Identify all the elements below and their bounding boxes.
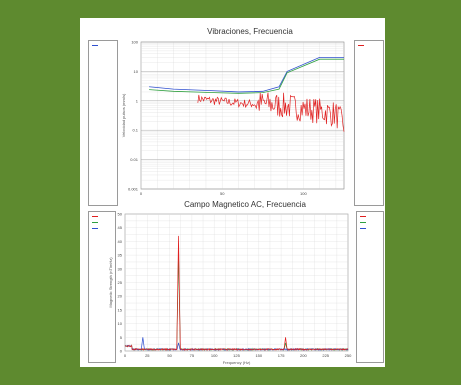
bottom-y-tick-label: 5 xyxy=(120,335,123,340)
bottom-x-axis-label: Frequency (Hz) xyxy=(223,360,251,365)
bottom-right-legend-box xyxy=(356,211,384,363)
legend-swatch-blue xyxy=(360,228,366,229)
top-x-tick-label: 0 xyxy=(140,191,143,196)
top-left-legend-box xyxy=(88,40,118,206)
bottom-y-tick-label: 50 xyxy=(118,212,123,217)
top-series-red-line xyxy=(197,92,345,132)
top-y-tick-label: 0.001 xyxy=(128,187,139,192)
top-y-tick-label: 1 xyxy=(136,98,139,103)
top-x-tick-label: 100 xyxy=(300,191,307,196)
legend-swatch-red xyxy=(358,45,364,46)
top-y-tick-label: 0.1 xyxy=(132,128,138,133)
top-plot-area xyxy=(140,41,345,190)
bottom-x-tick-label: 200 xyxy=(300,353,307,358)
bottom-x-tick-label: 75 xyxy=(190,353,195,358)
top-x-tick-label: 50 xyxy=(220,191,225,196)
bottom-left-legend-box xyxy=(88,211,116,363)
top-y-tick-label: 0.01 xyxy=(130,157,139,162)
bottom-y-tick-label: 0 xyxy=(120,349,123,354)
top-series-green-line xyxy=(149,58,344,94)
legend-swatch-green xyxy=(360,222,366,223)
top-y-tick-label: 100 xyxy=(131,40,138,45)
bottom-x-tick-label: 0 xyxy=(124,353,127,358)
bottom-y-tick-label: 35 xyxy=(118,253,123,258)
legend-swatch-green xyxy=(92,222,98,223)
bottom-x-tick-label: 250 xyxy=(345,353,352,358)
bottom-y-tick-label: 25 xyxy=(118,280,123,285)
bottom-y-tick-label: 30 xyxy=(118,266,123,271)
top-series-blue-line xyxy=(149,56,344,93)
bottom-x-tick-label: 175 xyxy=(278,353,285,358)
top-right-legend-box xyxy=(354,40,384,206)
bottom-x-tick-label: 25 xyxy=(145,353,150,358)
bottom-x-tick-label: 125 xyxy=(233,353,240,358)
content-panel: Vibraciones, Frecuencia Campo Magnetico … xyxy=(80,18,385,367)
bottom-y-tick-label: 15 xyxy=(118,307,123,312)
legend-swatch-blue xyxy=(92,228,98,229)
top-y-axis-label: Velocidad pulsos (mm/s) xyxy=(121,93,126,137)
bottom-chart-title: Campo Magnetico AC, Frecuencia xyxy=(184,200,306,209)
bottom-y-tick-label: 20 xyxy=(118,294,123,299)
bottom-y-axis-label: Magnetic Strength (nT/mHz) xyxy=(108,257,113,308)
legend-swatch-blue xyxy=(92,45,98,46)
bottom-x-tick-label: 150 xyxy=(255,353,262,358)
bottom-x-tick-label: 100 xyxy=(211,353,218,358)
top-y-tick-label: 10 xyxy=(134,69,139,74)
bottom-series-red-line xyxy=(124,235,349,352)
top-chart-title: Vibraciones, Frecuencia xyxy=(207,27,293,36)
bottom-x-tick-label: 225 xyxy=(322,353,329,358)
bottom-y-tick-label: 45 xyxy=(118,225,123,230)
bottom-y-tick-label: 40 xyxy=(118,239,123,244)
legend-swatch-red xyxy=(360,216,366,217)
bottom-y-tick-label: 10 xyxy=(118,321,123,326)
legend-swatch-red xyxy=(92,216,98,217)
bottom-x-tick-label: 50 xyxy=(167,353,172,358)
